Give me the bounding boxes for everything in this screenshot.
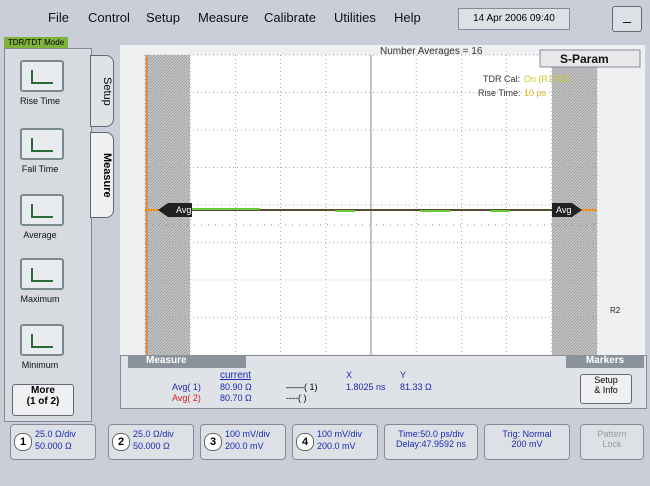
channel-scale: 100 mV/div xyxy=(225,429,271,439)
menu-setup[interactable]: Setup xyxy=(146,10,180,25)
channel-button[interactable]: 4 100 mV/div 200.0 mV xyxy=(292,424,378,460)
channel-button[interactable]: 1 25.0 Ω/div 50.000 Ω xyxy=(10,424,96,460)
measure-tab[interactable]: Measure xyxy=(90,132,114,218)
tool-icon[interactable] xyxy=(20,324,64,356)
channel-button[interactable]: 2 25.0 Ω/div 50.000 Ω xyxy=(108,424,194,460)
avg-marker-left xyxy=(158,203,192,217)
trace1-sample: ——( 1) xyxy=(286,382,318,392)
menu-utilities[interactable]: Utilities xyxy=(334,10,376,25)
tool-label: Rise Time xyxy=(19,96,60,106)
menu-file[interactable]: File xyxy=(48,10,69,25)
channel-scale: 25.0 Ω/div xyxy=(133,429,174,439)
tool-glyph xyxy=(31,70,53,84)
mode-label: TDR/TDT Mode xyxy=(4,37,68,48)
tdr-cal-label: TDR Cal: xyxy=(483,74,520,84)
menu-help[interactable]: Help xyxy=(394,10,421,25)
channel-number: 2 xyxy=(112,433,130,451)
trig-line2: 200 mV xyxy=(511,439,543,449)
channel-number: 4 xyxy=(296,433,314,451)
tool-label: Fall Time xyxy=(21,164,59,174)
tool-glyph xyxy=(31,268,53,282)
trace-green xyxy=(190,208,510,212)
avg-label-right: Avg xyxy=(556,205,571,215)
datetime: 14 Apr 2006 09:40 xyxy=(458,8,570,30)
setup-info-line2: & Info xyxy=(594,385,618,395)
markers-title: Markers xyxy=(566,355,644,368)
channel-offset: 50.000 Ω xyxy=(35,441,72,451)
trig-button[interactable]: Trig: Normal 200 mV xyxy=(484,424,570,460)
tool-label: Maximum xyxy=(20,294,60,304)
avg2-value: 80.70 Ω xyxy=(220,393,252,403)
setup-tab[interactable]: Setup xyxy=(90,55,114,127)
more-button[interactable]: More (1 of 2) xyxy=(12,384,74,416)
x-label: X xyxy=(346,370,353,380)
averages-label: Number Averages = 16 xyxy=(380,46,483,57)
tdr-cal-value: On (R1 R2) xyxy=(524,74,570,84)
trace2-sample: ----( ) xyxy=(286,393,307,403)
y-label: Y xyxy=(400,370,407,380)
pattern-line2: Lock xyxy=(602,439,622,449)
avg1-value: 80.90 Ω xyxy=(220,382,252,392)
menu-control[interactable]: Control xyxy=(88,10,130,25)
trig-line1: Trig: Normal xyxy=(502,429,552,439)
tool-label: Minimum xyxy=(21,360,59,370)
channel-number: 3 xyxy=(204,433,222,451)
tool-icon[interactable] xyxy=(20,258,64,290)
current-header: current xyxy=(220,370,252,381)
tool-glyph xyxy=(31,138,53,152)
x-value: 1.8025 ns xyxy=(346,382,386,392)
measure-title: Measure xyxy=(128,355,246,368)
y-value: 81.33 Ω xyxy=(400,382,432,392)
time-button[interactable]: Time:50.0 ps/div Delay:47.9592 ns xyxy=(384,424,478,460)
trace1-label: ( 1) xyxy=(304,382,318,392)
tool-label: Average xyxy=(23,230,57,240)
tool-icon[interactable] xyxy=(20,60,64,92)
avg1-name: Avg( 1) xyxy=(172,382,201,392)
more-line2: (1 of 2) xyxy=(26,396,60,407)
tool-glyph xyxy=(31,204,53,218)
rise-time-label: Rise Time: xyxy=(478,88,521,98)
tool-panel xyxy=(4,48,92,422)
ref-label: R2 xyxy=(610,306,621,315)
setup-info-button[interactable]: Setup & Info xyxy=(580,374,632,404)
channel-offset: 200.0 mV xyxy=(317,441,356,451)
waveform-display: Avg Avg R2 Number Averages = 16 S-Param … xyxy=(120,45,645,357)
channel-scale: 100 mV/div xyxy=(317,429,363,439)
sparam-tab[interactable] xyxy=(539,49,641,68)
setup-info-line1: Setup xyxy=(594,375,618,385)
menu-calibrate[interactable]: Calibrate xyxy=(264,10,317,25)
minimize-button[interactable]: _ xyxy=(612,6,642,32)
trace2-label: ( ) xyxy=(298,393,307,403)
time-line1: Time:50.0 ps/div xyxy=(398,429,464,439)
channel-button[interactable]: 3 100 mV/div 200.0 mV xyxy=(200,424,286,460)
tool-icon[interactable] xyxy=(20,194,64,226)
channel-number: 1 xyxy=(14,433,32,451)
avg-label-left: Avg xyxy=(176,205,191,215)
menu-measure[interactable]: Measure xyxy=(198,10,249,25)
channel-offset: 200.0 mV xyxy=(225,441,264,451)
pattern-button[interactable]: Pattern Lock xyxy=(580,424,644,460)
tool-glyph xyxy=(31,334,53,348)
pattern-line1: Pattern xyxy=(597,429,627,439)
tool-icon[interactable] xyxy=(20,128,64,160)
more-line1: More xyxy=(31,385,55,396)
sparam-label: S-Param xyxy=(560,52,609,66)
avg2-name: Avg( 2) xyxy=(172,393,201,403)
channel-offset: 50.000 Ω xyxy=(133,441,170,451)
avg-marker-right xyxy=(552,203,582,217)
time-line2: Delay:47.9592 ns xyxy=(395,439,467,449)
rise-time-value: 10 ps xyxy=(524,88,547,98)
channel-scale: 25.0 Ω/div xyxy=(35,429,76,439)
